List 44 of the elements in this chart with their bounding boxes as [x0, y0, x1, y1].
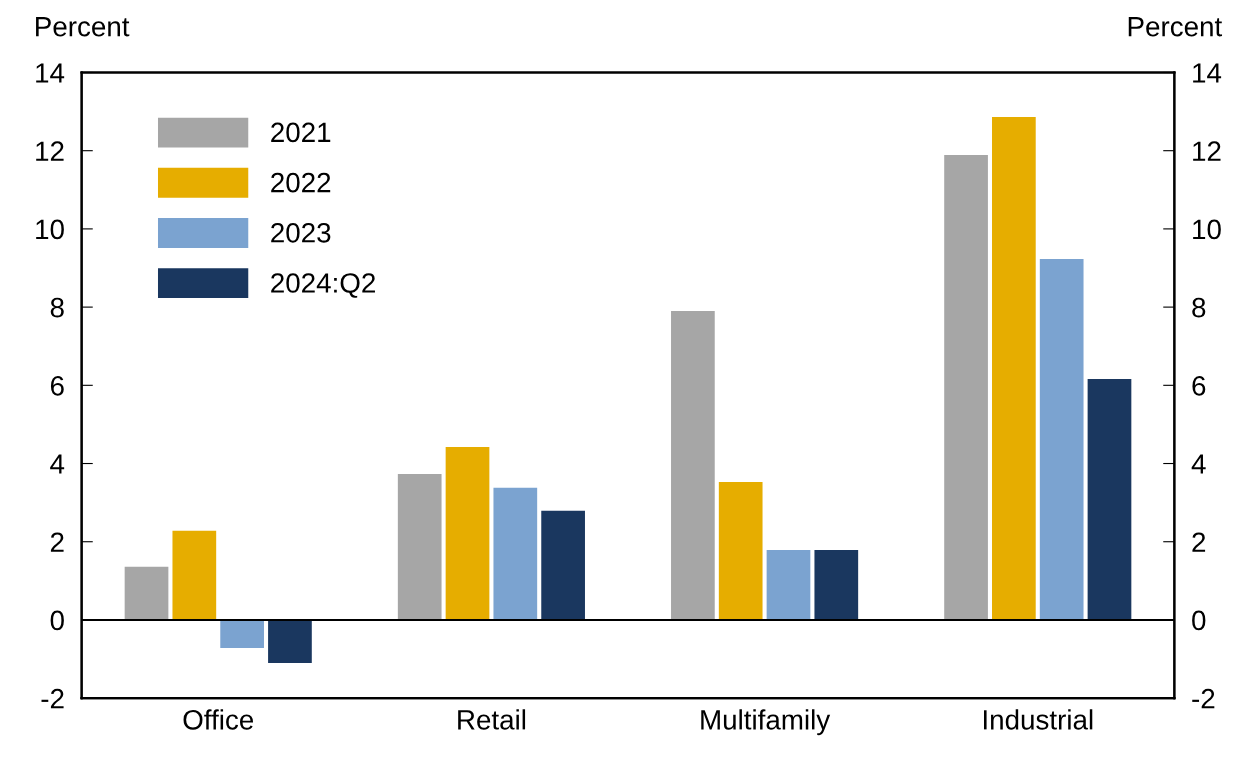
y2-tick-label: 10: [1193, 219, 1221, 240]
y2-tick-label: 6: [1192, 375, 1206, 396]
y2-tick-label: 4: [1191, 454, 1206, 474]
bar: [944, 154, 988, 620]
y2-tick-label: 0: [1192, 610, 1206, 631]
bar: [220, 619, 264, 649]
y2-axis-title: Percent: [1128, 17, 1223, 37]
x-tick-label: Retail: [458, 709, 526, 730]
y2-tick-label: 8: [1192, 297, 1206, 318]
legend-label: 2021: [271, 122, 331, 143]
bar: [1087, 379, 1132, 620]
bar: [671, 311, 715, 620]
y-tick-label: 10: [36, 219, 64, 240]
y-tick-label: 8: [50, 297, 64, 318]
bar: [814, 549, 859, 620]
y-tick-label: 12: [36, 141, 64, 161]
y-tick-label: 0: [50, 610, 64, 631]
y2-tick-label: -2: [1192, 688, 1215, 709]
x-tick-label: Multifamily: [701, 709, 831, 736]
bar: [766, 549, 811, 620]
bar: [992, 117, 1036, 620]
bar: [718, 481, 763, 620]
y-tick-label: 14: [36, 63, 65, 83]
y-tick-label: 6: [50, 375, 64, 396]
bar: [1039, 259, 1084, 620]
y2-tick-label: 12: [1193, 141, 1221, 161]
y-tick-label: 2: [50, 532, 64, 552]
x-tick-label: Office: [183, 709, 254, 730]
bar: [268, 619, 312, 663]
x-tick-label: Industrial: [983, 709, 1093, 730]
bar: [493, 487, 538, 620]
y-axis-title: Percent: [36, 17, 130, 37]
bar: [124, 566, 169, 620]
y2-tick-label: 2: [1192, 532, 1206, 552]
legend-label: 2023: [271, 222, 331, 243]
y2-tick-label: 14: [1193, 63, 1222, 83]
bar: [172, 530, 217, 620]
y-tick-label: -2: [41, 688, 64, 709]
bar: [445, 447, 490, 620]
bar: [541, 510, 585, 620]
y-tick-label: 4: [50, 454, 65, 474]
legend-label: 2022: [271, 172, 331, 193]
legend-label: 2024:Q2: [271, 273, 375, 298]
bar: [397, 474, 442, 620]
